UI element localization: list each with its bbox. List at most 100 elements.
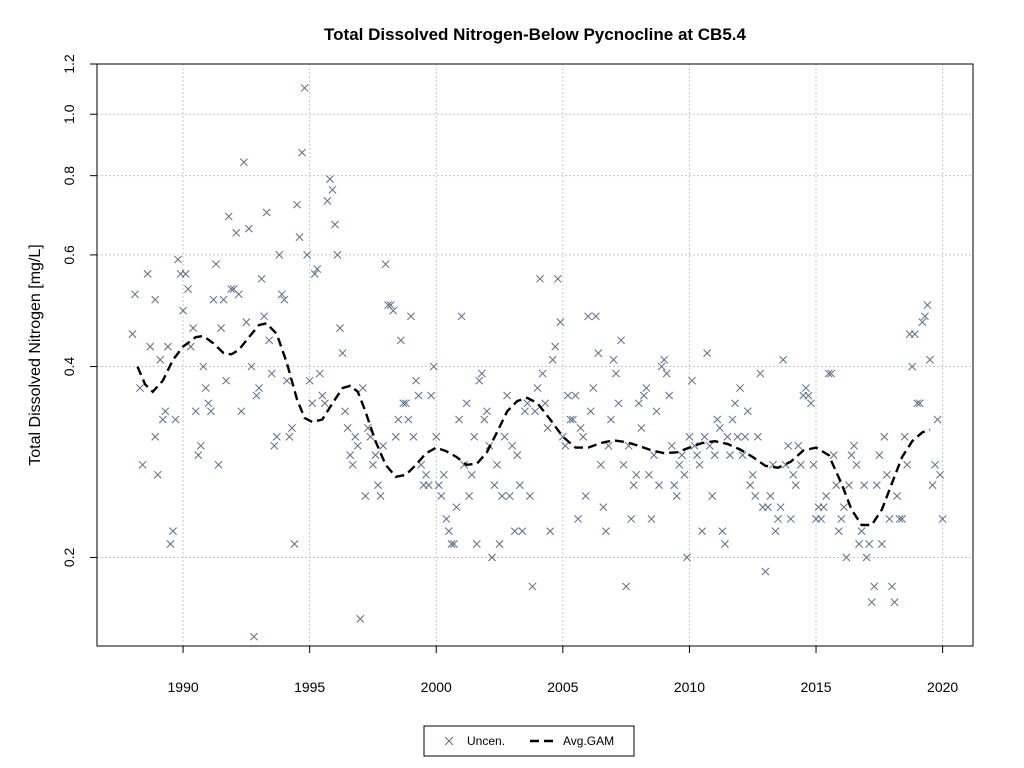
data-point-x-marker bbox=[801, 384, 810, 392]
data-point-x-marker bbox=[444, 527, 453, 536]
x-tick-label: 2000 bbox=[421, 679, 452, 695]
data-point-x-marker bbox=[756, 369, 765, 378]
data-point-x-marker bbox=[672, 492, 681, 500]
data-point-x-marker bbox=[156, 355, 165, 364]
data-point-x-marker bbox=[586, 407, 595, 416]
data-point-x-marker bbox=[870, 582, 879, 591]
data-point-x-marker bbox=[280, 295, 289, 304]
data-point-x-marker bbox=[163, 342, 172, 351]
data-point-x-marker bbox=[622, 582, 631, 591]
data-point-x-marker bbox=[348, 460, 357, 469]
data-point-x-marker bbox=[637, 424, 646, 432]
data-point-x-marker bbox=[604, 441, 613, 450]
data-point-x-marker bbox=[822, 492, 831, 500]
data-point-x-marker bbox=[465, 492, 474, 500]
data-point-x-marker bbox=[779, 355, 788, 364]
legend-box bbox=[423, 725, 635, 757]
data-point-x-marker bbox=[295, 233, 304, 242]
data-point-x-marker bbox=[447, 540, 456, 548]
data-point-x-marker bbox=[923, 301, 932, 310]
data-point-x-marker bbox=[358, 384, 367, 392]
data-point-x-marker bbox=[267, 369, 276, 378]
data-point-x-marker bbox=[541, 399, 550, 408]
data-point-x-marker bbox=[657, 362, 666, 371]
data-point-x-marker bbox=[675, 460, 684, 469]
data-point-x-marker bbox=[300, 84, 309, 92]
data-point-x-marker bbox=[206, 407, 215, 416]
data-point-x-marker bbox=[341, 407, 350, 416]
data-point-x-marker bbox=[938, 514, 947, 523]
data-point-x-marker bbox=[161, 407, 170, 416]
data-point-x-marker bbox=[482, 407, 491, 416]
data-point-x-marker bbox=[196, 441, 205, 450]
data-point-x-marker bbox=[320, 399, 329, 408]
data-point-x-marker bbox=[404, 415, 413, 424]
data-point-x-marker bbox=[500, 432, 509, 441]
y-tick-label: 1.0 bbox=[61, 104, 77, 124]
data-point-x-marker bbox=[472, 540, 481, 548]
data-point-x-marker bbox=[599, 503, 608, 512]
x-axis: 1990 1995 2000 2005 2010 2015 2020 bbox=[168, 646, 958, 695]
x-tick-label: 2005 bbox=[547, 679, 578, 695]
data-point-x-marker bbox=[933, 415, 942, 424]
data-point-x-marker bbox=[318, 391, 327, 400]
data-point-x-marker bbox=[282, 376, 291, 385]
data-point-x-marker bbox=[647, 514, 656, 523]
data-point-x-marker bbox=[612, 369, 620, 378]
data-point-x-marker bbox=[566, 415, 575, 424]
data-point-x-marker bbox=[234, 290, 243, 299]
data-point-x-marker bbox=[462, 399, 471, 408]
data-point-x-marker bbox=[629, 481, 638, 490]
data-point-x-marker bbox=[855, 540, 864, 548]
data-point-x-marker bbox=[277, 290, 286, 299]
data-point-x-marker bbox=[174, 255, 182, 264]
data-point-x-marker bbox=[252, 391, 261, 400]
data-point-x-marker bbox=[490, 481, 499, 490]
data-point-x-marker bbox=[138, 460, 147, 469]
data-point-x-marker bbox=[847, 451, 856, 460]
data-point-x-marker bbox=[166, 540, 175, 548]
data-point-x-marker bbox=[386, 301, 395, 310]
data-point-x-marker bbox=[579, 432, 588, 441]
data-point-x-marker bbox=[617, 336, 626, 345]
data-point-x-marker bbox=[325, 175, 334, 184]
data-point-x-marker bbox=[361, 492, 370, 500]
data-point-x-marker bbox=[918, 318, 927, 327]
data-point-x-marker bbox=[333, 250, 342, 259]
data-point-x-marker bbox=[607, 415, 615, 424]
data-point-x-marker bbox=[179, 306, 188, 315]
data-point-x-marker bbox=[609, 355, 618, 364]
data-point-x-marker bbox=[270, 441, 279, 450]
data-point-x-marker bbox=[789, 470, 798, 479]
data-point-x-marker bbox=[862, 553, 871, 562]
data-point-x-marker bbox=[639, 391, 648, 400]
data-point-x-marker bbox=[131, 290, 139, 299]
data-point-x-marker bbox=[515, 481, 524, 490]
chart-title: Total Dissolved Nitrogen-Below Pycnoclin… bbox=[324, 25, 746, 44]
data-point-x-marker bbox=[371, 451, 380, 460]
data-point-x-marker bbox=[429, 362, 438, 371]
data-point-x-marker bbox=[655, 481, 664, 490]
data-point-x-marker bbox=[634, 399, 643, 408]
x-tick-label: 1995 bbox=[294, 679, 325, 695]
data-point-x-marker bbox=[488, 553, 496, 562]
data-point-x-marker bbox=[239, 158, 248, 167]
y-tick-label: 0.4 bbox=[61, 357, 77, 377]
data-point-x-marker bbox=[528, 582, 537, 591]
data-point-x-marker bbox=[498, 492, 507, 500]
data-point-x-marker bbox=[493, 460, 501, 469]
data-point-x-marker bbox=[920, 312, 929, 321]
data-point-x-marker bbox=[305, 376, 314, 385]
data-point-x-marker bbox=[242, 318, 251, 327]
data-point-x-marker bbox=[632, 470, 641, 479]
data-point-x-marker bbox=[518, 527, 527, 536]
data-point-x-marker bbox=[158, 415, 167, 424]
data-point-x-marker bbox=[850, 441, 858, 450]
data-point-x-marker bbox=[698, 527, 707, 536]
data-point-x-marker bbox=[882, 470, 891, 479]
data-point-x-marker bbox=[389, 306, 398, 315]
data-point-x-marker bbox=[237, 407, 246, 416]
data-point-x-marker bbox=[169, 527, 177, 536]
data-point-x-marker bbox=[776, 503, 785, 512]
